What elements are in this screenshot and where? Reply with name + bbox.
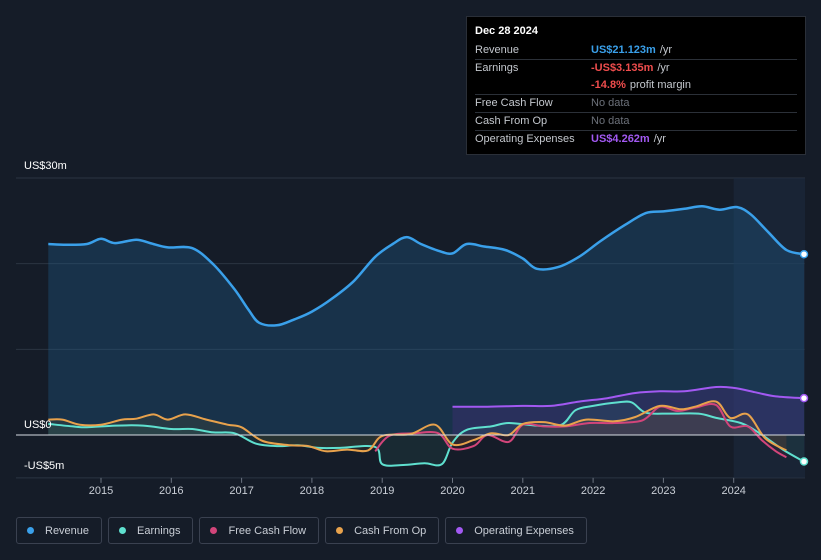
line-free-cash-flow xyxy=(374,402,787,459)
x-tick-label: 2024 xyxy=(721,485,745,497)
tooltip-value-fcf: No data xyxy=(591,97,630,109)
tooltip-label: Revenue xyxy=(475,44,520,56)
legend-label: Operating Expenses xyxy=(474,524,574,537)
x-tick-label: 2015 xyxy=(89,485,113,497)
endpoint-revenue xyxy=(799,249,809,259)
tooltip-row-earnings: Earnings -US$3.135m /yr xyxy=(475,59,797,77)
endpoint-earnings xyxy=(799,457,809,466)
tooltip-value-earnings: -US$3.135m xyxy=(591,62,654,74)
x-tick-label: 2019 xyxy=(370,485,394,497)
legend-label: Free Cash Flow xyxy=(228,524,307,537)
series-endpoints xyxy=(799,249,809,466)
legend-item-operating-expenses[interactable]: Operating Expenses xyxy=(445,517,587,544)
x-tick-label: 2018 xyxy=(300,485,324,497)
legend-label: Cash From Op xyxy=(354,524,427,537)
legend: Revenue Earnings Free Cash Flow Cash Fro… xyxy=(16,517,587,544)
line-earnings xyxy=(48,400,805,467)
tooltip-label-empty xyxy=(475,77,591,94)
tooltip-panel: Dec 28 2024 Revenue US$21.123m /yr Earni… xyxy=(466,16,806,155)
chart: US$30m US$0 -US$5m 2015 2016 2017 2018 2019 2… xyxy=(16,160,809,497)
legend-label: Revenue xyxy=(45,524,90,537)
legend-dot-icon xyxy=(336,527,344,534)
area-earnings xyxy=(48,401,805,466)
line-revenue xyxy=(48,205,805,327)
area-revenue xyxy=(48,206,805,435)
tooltip-value-revenue: US$21.123m xyxy=(591,44,656,56)
tooltip-row-revenue: Revenue US$21.123m /yr xyxy=(475,42,797,59)
tooltip-label: Earnings xyxy=(475,62,519,74)
tooltip-unit: /yr xyxy=(653,133,666,145)
forecast-highlight-region xyxy=(733,178,805,478)
series-lines xyxy=(48,205,805,467)
x-tick-label: 2020 xyxy=(440,485,464,497)
area-cash-from-op xyxy=(48,401,787,452)
x-tick-label: 2017 xyxy=(229,485,253,497)
tooltip-value-cfo: No data xyxy=(591,115,630,127)
x-tick-label: 2021 xyxy=(511,485,535,497)
legend-dot-icon xyxy=(27,527,34,534)
legend-dot-icon xyxy=(210,527,218,534)
x-axis-ticks: 2015 2016 2017 2018 2019 2020 2021 2022 2023 2024 xyxy=(89,477,746,497)
tooltip-row-cfo: Cash From Op No data xyxy=(475,112,797,130)
legend-item-revenue[interactable]: Revenue xyxy=(16,517,103,544)
tooltip-value-opex: US$4.262m xyxy=(591,133,650,145)
area-free-cash-flow xyxy=(375,403,787,458)
legend-dot-icon xyxy=(119,527,127,534)
tooltip-label: Cash From Op xyxy=(475,115,548,127)
x-tick-label: 2022 xyxy=(581,485,605,497)
y-tick-label-zero: US$0 xyxy=(24,419,52,431)
y-tick-label-top: US$30m xyxy=(24,160,67,172)
line-operating-expenses xyxy=(452,385,805,408)
line-cash-from-op xyxy=(48,400,787,453)
legend-item-cash-from-op[interactable]: Cash From Op xyxy=(325,517,440,544)
tooltip-unit: /yr xyxy=(657,62,670,74)
tooltip-date: Dec 28 2024 xyxy=(475,25,538,37)
x-tick-label: 2023 xyxy=(651,485,675,497)
tooltip-unit: profit margin xyxy=(629,79,691,91)
x-tick-label: 2016 xyxy=(159,485,183,497)
legend-item-earnings[interactable]: Earnings xyxy=(108,517,194,544)
y-tick-label-negative: -US$5m xyxy=(24,460,64,472)
legend-item-free-cash-flow[interactable]: Free Cash Flow xyxy=(199,517,320,544)
tooltip-unit: /yr xyxy=(659,44,673,56)
endpoint-operating-expenses xyxy=(799,393,809,403)
gridlines xyxy=(16,177,805,479)
tooltip-row-opex: Operating Expenses US$4.262m /yr xyxy=(475,130,797,148)
tooltip-row-fcf: Free Cash Flow No data xyxy=(475,94,797,112)
legend-label: Earnings xyxy=(137,524,181,537)
tooltip-label: Operating Expenses xyxy=(475,133,575,145)
series-areas xyxy=(48,206,805,466)
tooltip-row-margin: -14.8% profit margin xyxy=(475,77,797,94)
tooltip-label: Free Cash Flow xyxy=(475,97,553,109)
tooltip-value-margin: -14.8% xyxy=(591,79,626,91)
legend-dot-icon xyxy=(456,527,464,534)
